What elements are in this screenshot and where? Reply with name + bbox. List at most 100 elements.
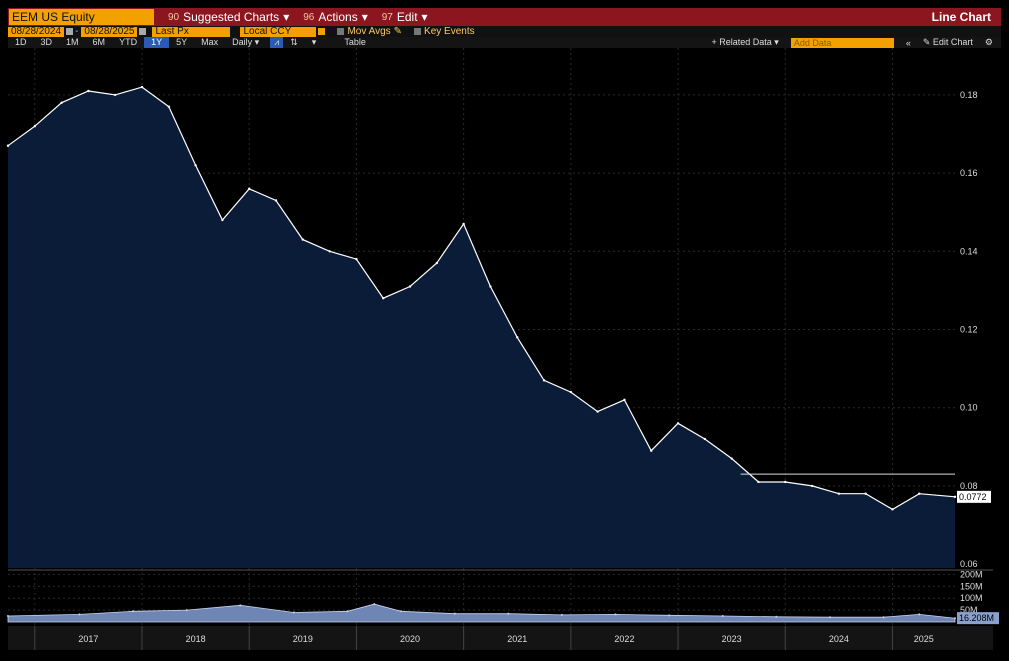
date-separator: - [75,26,79,37]
price-point [462,222,465,226]
related-data-label: + Related Data [711,37,772,47]
price-point [837,492,841,495]
time-axis: 2017 2018 2019 2020 2021 2022 2023 2024 2025 [8,626,993,650]
price-point [33,124,37,128]
suggested-code: 90 [168,11,180,23]
compare-icon[interactable]: ⇅ [290,37,298,47]
actions-menu[interactable]: 96 Actions ▾ [303,10,368,24]
currency-select[interactable]: Local CCY [240,26,317,37]
price-point [87,89,90,93]
table-button[interactable]: Table [344,37,366,47]
volume-point [721,615,724,618]
edit-chart-label: Edit Chart [932,37,973,47]
chevron-down-icon: ▾ [421,10,428,24]
edit-code: 97 [381,11,393,23]
price-point [757,480,760,484]
price-point [114,93,117,97]
volume-point [453,612,456,615]
y-tick-label: 0.08 [960,481,978,491]
add-data-input[interactable]: Add Data [790,37,894,48]
volume-point [507,612,510,615]
line-style-icon[interactable]: ⩘ [270,37,284,48]
chevron-down-icon: ▾ [361,10,368,24]
price-point [489,285,492,288]
edit-chart-button[interactable]: ✎ Edit Chart [923,37,973,48]
vol-tick-label: 200M [960,569,983,579]
range-6m[interactable]: 6M [92,37,106,47]
price-point [784,480,787,484]
price-line [7,86,956,511]
volume-point [775,615,778,618]
end-date-field[interactable]: 08/28/2025 [81,26,138,37]
price-point [953,495,957,499]
y-tick-label: 0.06 [960,559,978,569]
params-bar: 08/28/2024 - 08/28/2025 Last Px Local CC… [8,26,1001,37]
volume-point [918,613,921,616]
price-area [6,85,957,568]
edit-label: Edit [396,10,418,24]
ticker-field[interactable]: EEM US Equity [9,9,154,25]
price-point [810,484,814,488]
checkbox-icon [337,28,345,35]
volume-point [346,610,349,613]
x-tick-label: 2022 [614,634,634,644]
dropdown-icon[interactable]: ▾ [311,37,317,47]
price-axis: 0.06 0.08 0.10 0.12 0.14 0.16 0.18 0.0772 [957,90,991,569]
vol-last-tag [957,612,999,625]
x-tick-label: 2020 [400,634,420,644]
price-point [355,257,358,261]
price-point [596,410,599,413]
price-point [918,492,921,495]
volume-point [292,611,295,614]
price-point [623,398,626,402]
actions-label: Actions [318,10,358,24]
start-date-field[interactable]: 08/28/2024 [8,26,65,37]
collapse-icon[interactable]: « [905,37,911,48]
currency-dropdown-icon[interactable] [318,28,326,35]
range-5y[interactable]: 5Y [176,37,188,47]
volume-point [185,609,188,612]
price-point [301,238,305,241]
price-point [435,261,439,265]
range-ytd[interactable]: YTD [119,37,138,47]
range-bar-right: + Related Data ▾ Add Data « ✎ Edit Chart… [711,37,993,48]
volume-point [132,610,135,613]
price-point [703,437,707,441]
calendar-icon[interactable] [66,28,74,35]
vol-tick-label: 50M [960,605,978,615]
range-1m[interactable]: 1M [66,37,79,47]
calendar-icon[interactable] [139,28,147,35]
price-point [569,390,573,394]
range-1y[interactable]: 1Y [144,37,170,48]
suggested-charts-menu[interactable]: 90 Suggested Charts ▾ [168,10,289,24]
frequency-select[interactable]: Daily ▾ [232,37,260,47]
price-point [676,422,680,425]
price-point [864,492,867,495]
volume-point [78,613,81,616]
range-3d[interactable]: 3D [40,37,53,47]
range-bar: 1D 3D 1M 6M YTD 1Y 5Y Max Daily ▾ ⩘ ⇅ ▾ Table +… [8,37,1001,48]
price-point [6,144,10,147]
price-field-select[interactable]: Last Px [152,26,231,37]
x-tick-label: 2021 [507,634,527,644]
edit-menu[interactable]: 97 Edit ▾ [382,10,428,24]
x-tick-label: 2025 [914,634,934,644]
price-point [516,336,519,339]
price-point [650,449,653,452]
price-point [382,297,385,300]
range-max[interactable]: Max [201,37,219,47]
price-point [60,101,63,104]
range-1d[interactable]: 1D [15,37,27,47]
price-point [248,187,251,190]
key-events-toggle[interactable]: Key Events [414,26,475,37]
range-buttons: 1D 3D 1M 6M YTD 1Y 5Y Max [8,37,225,48]
price-point [328,250,331,253]
price-point [140,85,144,89]
x-tick-label: 2024 [829,634,849,644]
mov-avgs-toggle[interactable]: Mov Avgs ✎ [337,26,402,37]
gear-icon[interactable]: ⚙ [984,37,993,47]
y-tick-label: 0.14 [960,246,978,256]
volume-point [614,613,617,616]
related-data-button[interactable]: + Related Data ▾ [711,37,779,47]
